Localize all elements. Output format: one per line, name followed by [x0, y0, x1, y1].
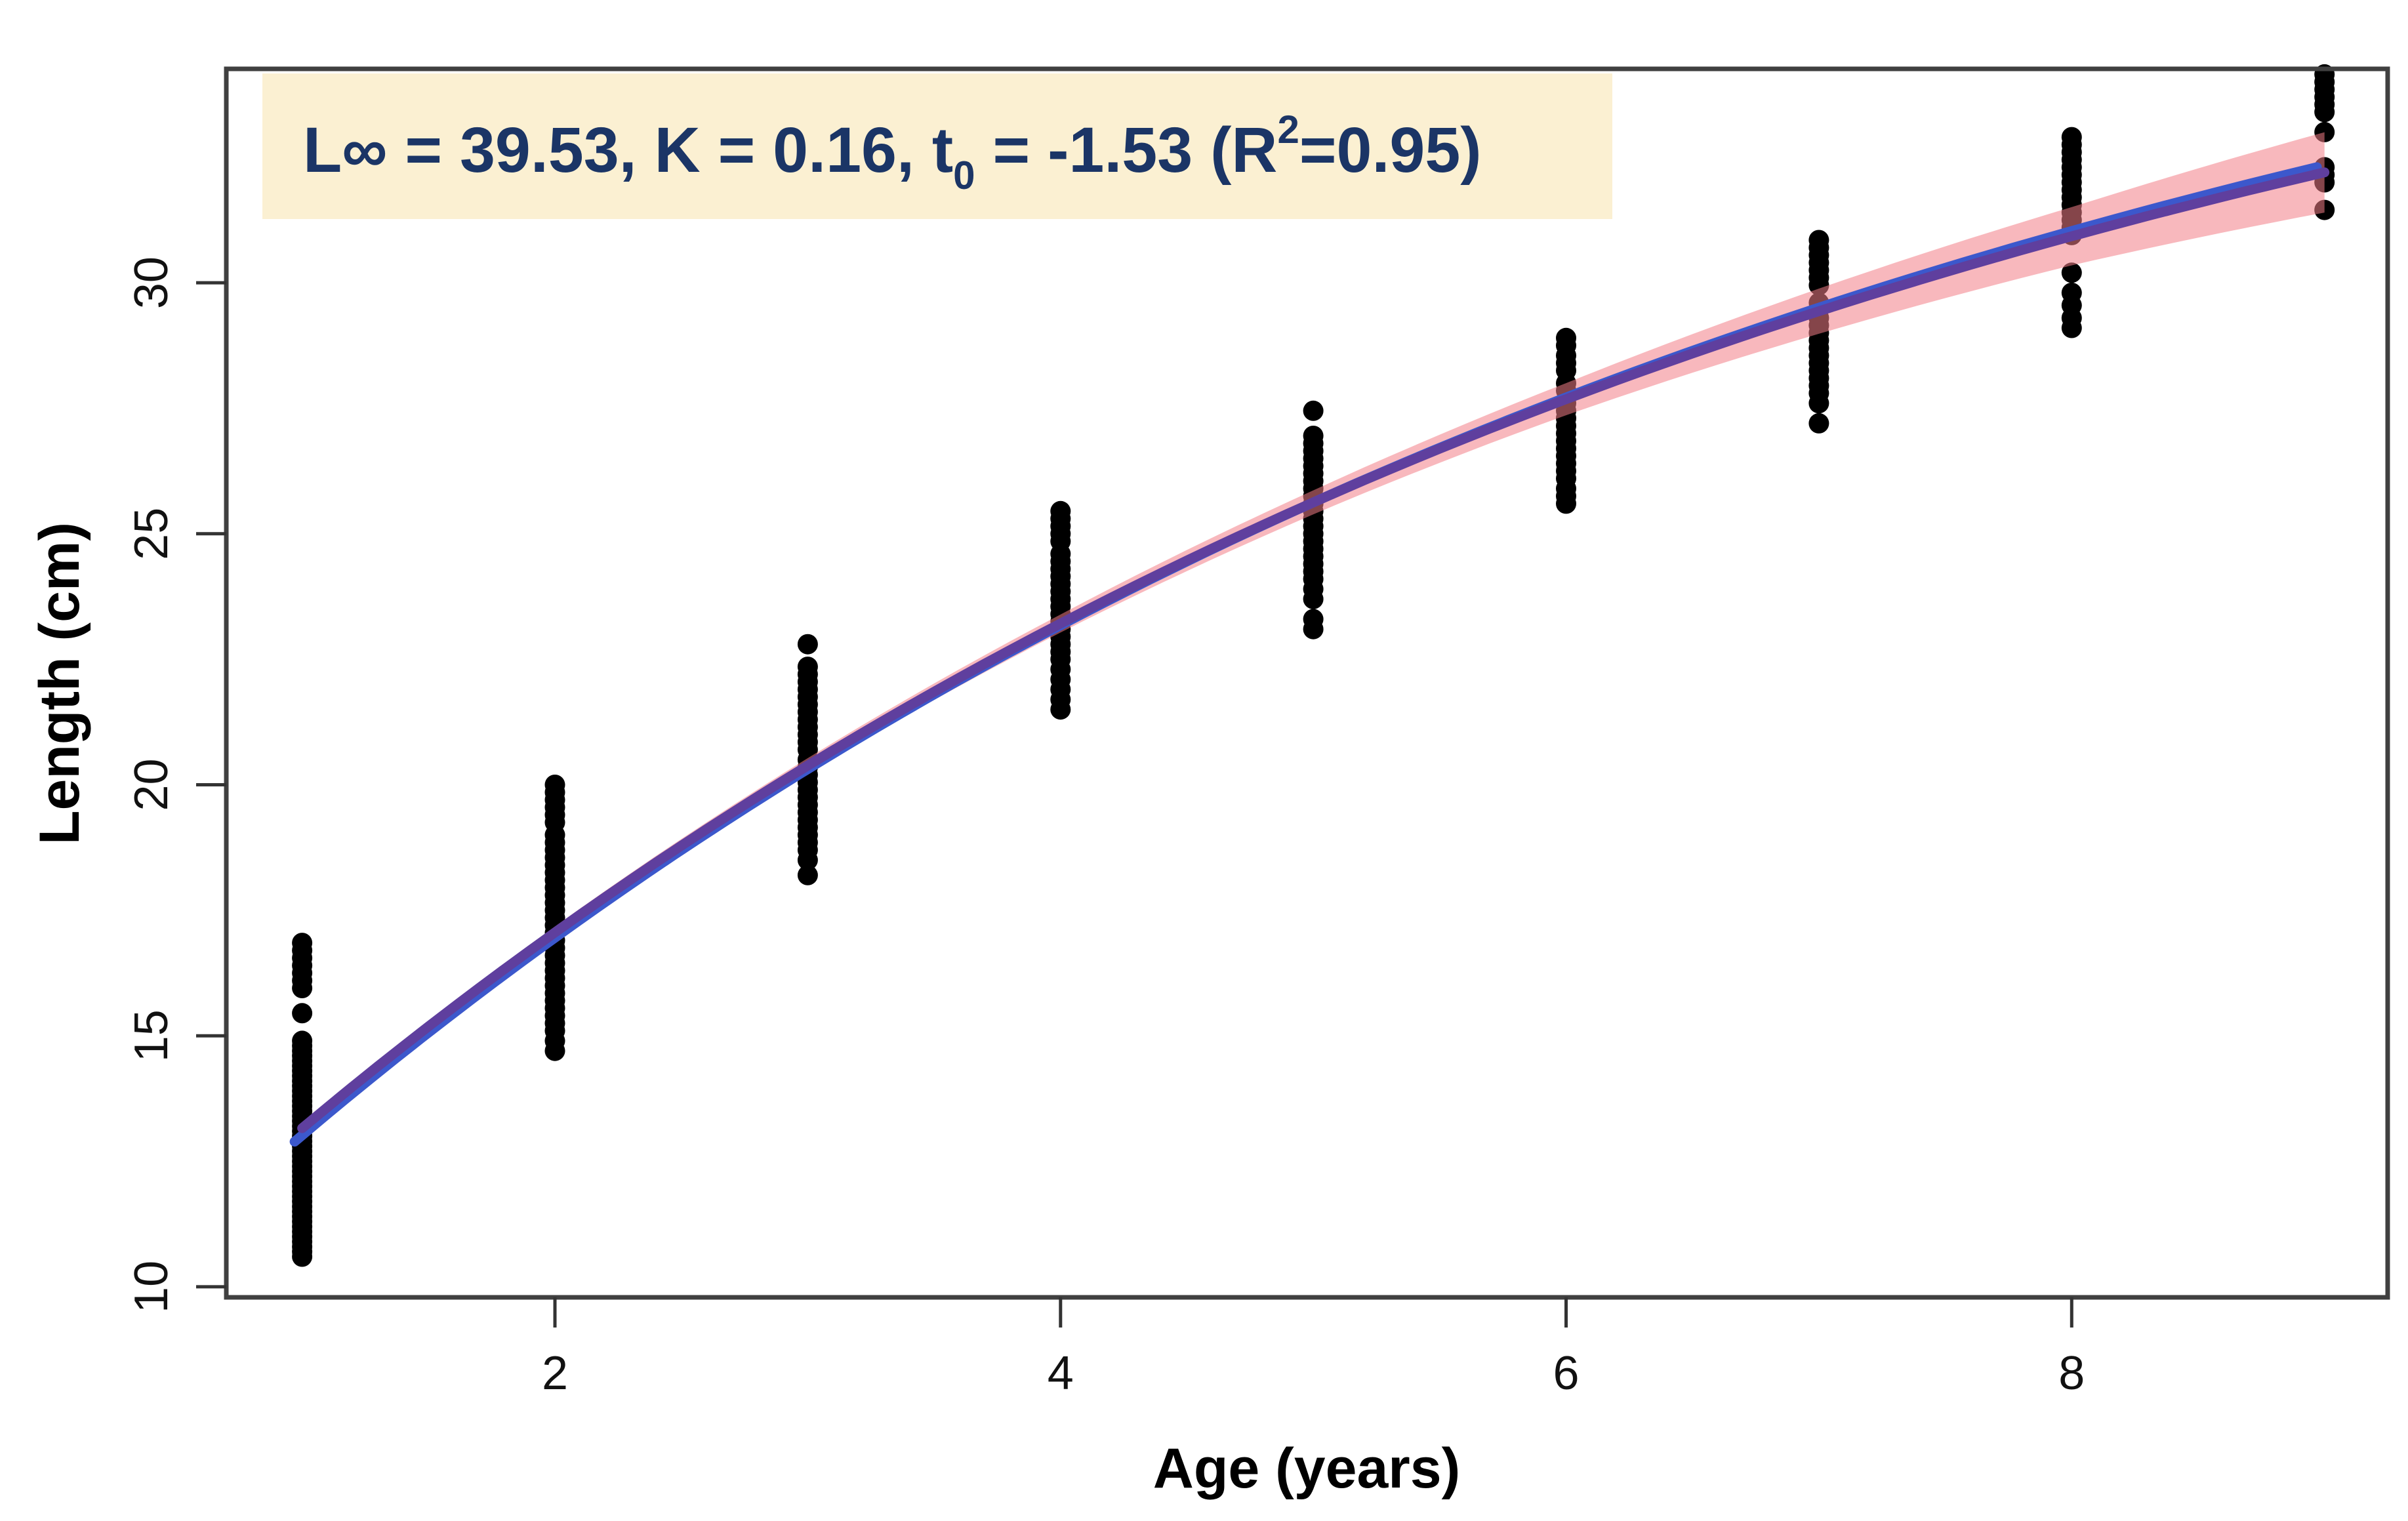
confidence-band [302, 132, 2325, 1133]
x-tick-label: 8 [2058, 1347, 2085, 1400]
data-point [1556, 493, 1576, 514]
x-tick-label: 6 [1553, 1347, 1579, 1400]
data-point [292, 1003, 313, 1024]
data-point [2061, 317, 2082, 338]
y-tick-label: 15 [125, 1009, 178, 1062]
data-point [1050, 699, 1071, 720]
fit-curve-layer [297, 167, 2330, 1133]
annotation-segment: =0.95) [1299, 114, 1482, 186]
plot-box-outline-layer [224, 66, 2390, 1300]
confidence-band-layer [302, 132, 2325, 1133]
data-point [797, 849, 818, 870]
annotation-text: L∞ = 39.53, K = 0.16, t0 = -1.53 (R2=0.9… [303, 108, 1482, 197]
model-parameters-annotation: L∞ = 39.53, K = 0.16, t0 = -1.53 (R2=0.9… [262, 73, 1612, 219]
y-tick-label: 25 [125, 508, 178, 560]
x-axis-ticks-layer: 2 4 6 8 [542, 1297, 2085, 1400]
fit-curve [297, 167, 2330, 1133]
data-point [2314, 102, 2335, 123]
data-point [1303, 400, 1324, 421]
y-axis-title: Length (cm) [28, 522, 91, 845]
data-point [292, 978, 313, 998]
data-point [1303, 588, 1324, 609]
annotation-background [262, 73, 1612, 219]
y-tick-label: 20 [125, 758, 178, 811]
data-point [1808, 393, 1829, 414]
annotation-subscript: 0 [953, 153, 975, 197]
annotation-segment: = -1.53 (R [975, 114, 1278, 186]
y-axis-ticks-layer: 10 15 20 25 30 [125, 256, 226, 1313]
data-point [2061, 262, 2082, 283]
data-point [292, 1246, 313, 1267]
x-tick-label: 2 [542, 1347, 568, 1400]
data-point [544, 1040, 565, 1061]
data-point [1303, 619, 1324, 639]
plot-box-outline [224, 66, 2390, 1300]
data-point [797, 864, 818, 885]
x-axis-title: Age (years) [1153, 1437, 1460, 1500]
y-tick-label: 30 [125, 256, 178, 309]
data-point [1808, 413, 1829, 434]
annotation-supscript: 2 [1278, 108, 1299, 152]
data-point [797, 634, 818, 655]
x-tick-label: 4 [1048, 1347, 1074, 1400]
annotation-segment: L∞ = 39.53, K = 0.16, t [303, 114, 953, 186]
y-tick-label: 10 [125, 1261, 178, 1313]
